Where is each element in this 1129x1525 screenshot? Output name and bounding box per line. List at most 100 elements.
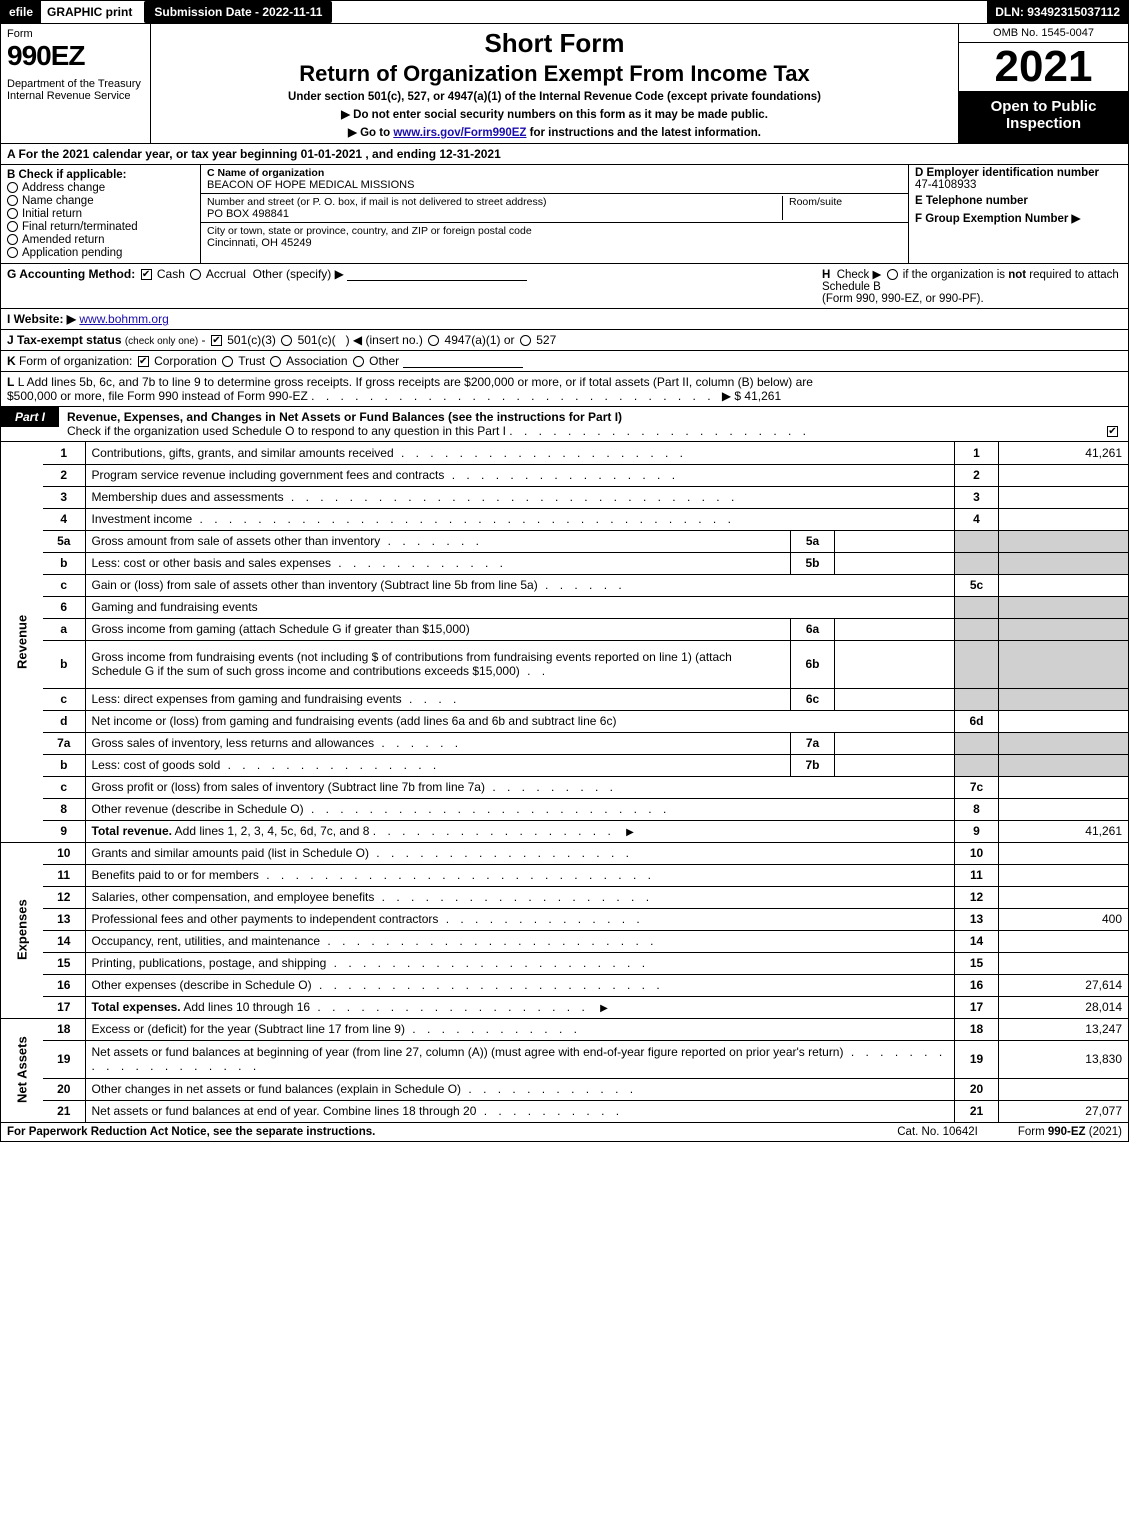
l-text1: L Add lines 5b, 6c, and 7b to line 9 to … <box>18 375 813 389</box>
tax-year: 2021 <box>959 43 1128 92</box>
street-value: PO BOX 498841 <box>207 208 782 220</box>
city-value: Cincinnati, OH 45249 <box>207 237 902 249</box>
chk-initial-return[interactable]: Initial return <box>7 208 194 220</box>
part-1-header: Part I Revenue, Expenses, and Changes in… <box>0 407 1129 442</box>
line-19-value: 13,830 <box>999 1040 1129 1078</box>
department-label: Department of the Treasury Internal Reve… <box>7 78 144 102</box>
chk-corporation[interactable] <box>138 356 149 367</box>
line-2-value <box>999 464 1129 486</box>
subtitle-section: Under section 501(c), 527, or 4947(a)(1)… <box>159 91 950 103</box>
goto-pre: ▶ Go to <box>348 127 393 139</box>
line-5c-value <box>999 574 1129 596</box>
section-b: B Check if applicable: Address change Na… <box>1 165 201 263</box>
part-1-subtitle: Check if the organization used Schedule … <box>67 424 506 438</box>
footer-right: Form 990-EZ (2021) <box>1018 1126 1122 1138</box>
section-def: D Employer identification number 47-4108… <box>908 165 1128 263</box>
section-b-heading: B Check if applicable: <box>7 169 194 181</box>
chk-final-return[interactable]: Final return/terminated <box>7 221 194 233</box>
section-l: L L Add lines 5b, 6c, and 7b to line 9 t… <box>0 372 1129 407</box>
footer-catno: Cat. No. 10642I <box>897 1126 978 1138</box>
i-label: I Website: ▶ <box>7 312 76 326</box>
line-5a-inner <box>835 530 955 552</box>
other-org-field[interactable] <box>403 354 523 368</box>
line-15-value <box>999 952 1129 974</box>
line-17-value: 28,014 <box>999 996 1129 1018</box>
l-text2: $500,000 or more, file Form 990 instead … <box>7 389 308 403</box>
open-public-badge: Open to Public Inspection <box>959 92 1128 143</box>
chk-application-pending[interactable]: Application pending <box>7 247 194 259</box>
line-10-value <box>999 842 1129 864</box>
section-k: K Form of organization: Corporation Trus… <box>0 351 1129 372</box>
submission-date-badge: Submission Date - 2022-11-11 <box>144 1 332 23</box>
section-j: J Tax-exempt status (check only one) - 5… <box>0 330 1129 351</box>
short-form-title: Short Form <box>159 28 950 59</box>
line-13-value: 400 <box>999 908 1129 930</box>
chk-other-org[interactable] <box>353 356 364 367</box>
part-1-table: Revenue 1 Contributions, gifts, grants, … <box>0 442 1129 1123</box>
form-word: Form <box>7 28 144 40</box>
line-11-value <box>999 864 1129 886</box>
chk-501c[interactable] <box>281 335 292 346</box>
chk-name-change[interactable]: Name change <box>7 195 194 207</box>
subtitle-goto: ▶ Go to www.irs.gov/Form990EZ for instru… <box>159 125 950 139</box>
chk-amended-return[interactable]: Amended return <box>7 234 194 246</box>
chk-schedule-o[interactable] <box>1107 426 1118 437</box>
part-1-title: Revenue, Expenses, and Changes in Net As… <box>67 410 622 424</box>
expenses-side-label: Expenses <box>1 842 44 1018</box>
form-number: 990EZ <box>7 40 144 72</box>
line-5b-inner <box>835 552 955 574</box>
section-i: I Website: ▶ www.bohmm.org <box>0 309 1129 330</box>
chk-accrual[interactable] <box>190 269 201 280</box>
line-7b-inner <box>835 754 955 776</box>
line-9-value: 41,261 <box>999 820 1129 842</box>
chk-trust[interactable] <box>222 356 233 367</box>
line-17-desc: Total expenses. <box>92 1000 181 1014</box>
line-4-value <box>999 508 1129 530</box>
chk-sched-b-not-required[interactable] <box>887 269 898 280</box>
top-bar: efile GRAPHIC print Submission Date - 20… <box>0 0 1129 24</box>
line-6d-value <box>999 710 1129 732</box>
line-20-value <box>999 1078 1129 1100</box>
footer-left: For Paperwork Reduction Act Notice, see … <box>7 1126 375 1138</box>
chk-527[interactable] <box>520 335 531 346</box>
g-label: G Accounting Method: <box>7 267 135 281</box>
dln-label: DLN: 93492315037112 <box>987 1 1128 23</box>
goto-post: for instructions and the latest informat… <box>526 127 761 139</box>
part-1-tab: Part I <box>1 407 59 427</box>
tel-label: E Telephone number <box>915 195 1122 207</box>
line-16-value: 27,614 <box>999 974 1129 996</box>
other-specify-field[interactable] <box>347 267 527 281</box>
header-right: OMB No. 1545-0047 2021 Open to Public In… <box>958 24 1128 143</box>
line-6b-inner <box>835 640 955 688</box>
street-label: Number and street (or P. O. box, if mail… <box>207 196 782 208</box>
line-9-desc: Total revenue. <box>92 824 172 838</box>
chk-association[interactable] <box>270 356 281 367</box>
line-18-value: 13,247 <box>999 1018 1129 1040</box>
line-8-value <box>999 798 1129 820</box>
ein-value: 47-4108933 <box>915 179 1122 191</box>
section-h: H Check ▶ if the organization is not req… <box>822 267 1122 305</box>
irs-link[interactable]: www.irs.gov/Form990EZ <box>393 127 526 139</box>
org-name: BEACON OF HOPE MEDICAL MISSIONS <box>207 179 902 191</box>
subtitle-ssn: ▶ Do not enter social security numbers o… <box>159 107 950 121</box>
bcd-block: B Check if applicable: Address change Na… <box>0 165 1129 264</box>
line-6c-inner <box>835 688 955 710</box>
section-g-h: G Accounting Method: Cash Accrual Other … <box>0 264 1129 309</box>
section-c: C Name of organization BEACON OF HOPE ME… <box>201 165 908 263</box>
group-exemption-label: F Group Exemption Number ▶ <box>915 211 1122 225</box>
netassets-side-label: Net Assets <box>1 1018 44 1122</box>
line-3-value <box>999 486 1129 508</box>
chk-501c3[interactable] <box>211 335 222 346</box>
dots: . . . . . . . . . . . . . . . . . . . . … <box>311 389 722 403</box>
line-7a-inner <box>835 732 955 754</box>
line-14-value <box>999 930 1129 952</box>
header-center: Short Form Return of Organization Exempt… <box>151 24 958 143</box>
chk-address-change[interactable]: Address change <box>7 182 194 194</box>
website-link[interactable]: www.bohmm.org <box>79 312 168 326</box>
chk-4947a1[interactable] <box>428 335 439 346</box>
l-amount: ▶ $ 41,261 <box>722 389 781 403</box>
city-label: City or town, state or province, country… <box>207 225 902 237</box>
line-21-value: 27,077 <box>999 1100 1129 1122</box>
chk-cash[interactable] <box>141 269 152 280</box>
room-label: Room/suite <box>789 196 902 208</box>
